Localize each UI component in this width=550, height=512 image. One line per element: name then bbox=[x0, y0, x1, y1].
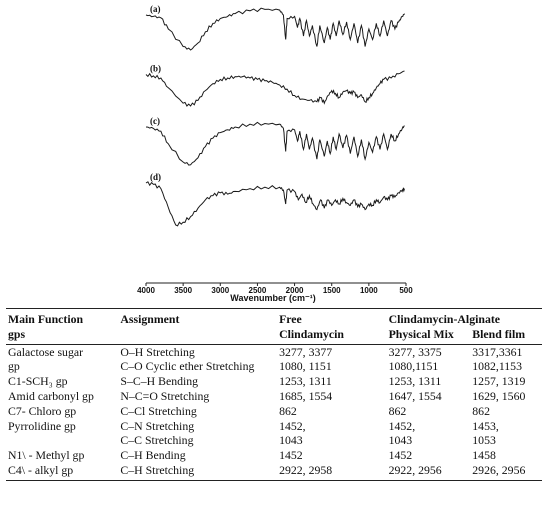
cell-function-group: Amid carbonyl gp bbox=[8, 388, 94, 403]
table-row: Amid carbonyl gp N–C=O Stretching 1685, 15… bbox=[6, 389, 542, 404]
spectrum-label: (d) bbox=[150, 172, 161, 182]
x-tick-label: 500 bbox=[399, 286, 413, 295]
cell-free-clindamycin: 862 bbox=[279, 403, 297, 418]
cell-function-group: C1-SCH₃ gp bbox=[8, 374, 68, 389]
cell-function-group: Pyrrolidine gp bbox=[8, 418, 76, 433]
spectrum-label: (b) bbox=[150, 64, 161, 74]
cell-physical-mix: 1253, 1311 bbox=[388, 374, 442, 389]
cell-free-clindamycin: 1043 bbox=[279, 433, 303, 448]
header-blank bbox=[118, 326, 278, 345]
cell-function-group bbox=[6, 433, 118, 448]
cell-function-group: N1\ - Methyl gp bbox=[8, 448, 85, 463]
cell-physical-mix: 1080,1151 bbox=[388, 359, 439, 374]
cell-blend-film: 1458 bbox=[472, 448, 496, 463]
x-ticks: 4000 3500 3000 2500 2000 1500 1000 500 bbox=[137, 283, 413, 295]
x-tick-label: 3000 bbox=[211, 286, 229, 295]
cell-physical-mix: 1452, bbox=[388, 418, 416, 433]
cell-physical-mix: 1452 bbox=[388, 448, 413, 463]
cell-blend-film: 1257, 1319 bbox=[472, 374, 526, 389]
table-row: C7- Chloro gp C–Cl Stretching 862 862 862 bbox=[6, 404, 542, 419]
cell-blend-film: 1629, 1560 bbox=[472, 388, 526, 403]
cell-assignment: O–H Stretching bbox=[120, 344, 195, 359]
cell-free-clindamycin: 1452, bbox=[279, 418, 306, 433]
x-tick-label: 1000 bbox=[360, 286, 378, 295]
cell-assignment: C–Cl Stretching bbox=[120, 403, 197, 418]
header-blend-film: Blend film bbox=[470, 326, 542, 345]
spectrum-label: (c) bbox=[150, 116, 160, 126]
cell-assignment: C–O Cyclic ether Stretching bbox=[120, 359, 255, 374]
spectrum-line-1 bbox=[145, 7, 405, 51]
table-row: N1\ - Methyl gp C–H Bending 1452 1452 1458 bbox=[6, 448, 542, 463]
spectrum-labels: (a) (b) (c) (d) bbox=[150, 4, 161, 182]
cell-physical-mix: 1043 bbox=[388, 433, 413, 448]
cell-blend-film: 1082,1153 bbox=[472, 359, 522, 374]
x-axis-label: Wavenumber (cm⁻¹) bbox=[230, 293, 315, 303]
cell-assignment: C–H Bending bbox=[120, 448, 186, 463]
x-tick-label: 2500 bbox=[249, 286, 267, 295]
header-free: Free bbox=[277, 307, 387, 327]
spectrum-label: (a) bbox=[150, 4, 161, 14]
cell-free-clindamycin: 2922, 2958 bbox=[277, 462, 387, 481]
table-row: C–C Stretching 1043 1043 1053 bbox=[6, 433, 542, 448]
x-tick-label: 1500 bbox=[323, 286, 341, 295]
cell-function-group: C7- Chloro gp bbox=[8, 403, 77, 418]
cell-function-group: C4\ - alkyl gp bbox=[6, 462, 119, 481]
header-physical-mix: Physical Mix bbox=[386, 326, 471, 345]
spectrum-line-4 bbox=[145, 181, 405, 227]
cell-blend-film: 1453, bbox=[472, 418, 499, 433]
header-clindamycin-alginate: Clindamycin-Alginate bbox=[386, 307, 542, 327]
cell-blend-film: 1053 bbox=[472, 433, 496, 448]
ftir-figure: (a) (b) (c) (d) 4000 3500 3000 2500 2000 1500 100… bbox=[137, 4, 413, 303]
spectrum-line-2 bbox=[145, 70, 405, 107]
cell-assignment: C–C Stretching bbox=[120, 433, 194, 448]
table-subheader-row: gps Clindamycin Physical Mix Blend film bbox=[6, 326, 542, 345]
cell-assignment: N–C=O Stretching bbox=[120, 388, 210, 403]
cell-physical-mix: 862 bbox=[388, 403, 407, 418]
table-row: Pyrrolidine gp C–N Stretching 1452, 1452, 14… bbox=[6, 419, 542, 434]
cell-blend-film: 862 bbox=[472, 403, 490, 418]
table-row: C4\ - alkyl gp C–H Stretching 2922, 2958 29… bbox=[6, 462, 542, 481]
ftir-assignment-table: Main Function Assignment Free Clindamyci… bbox=[6, 307, 542, 481]
cell-free-clindamycin: 1685, 1554 bbox=[279, 388, 333, 403]
header-main-function: Main Function bbox=[6, 307, 119, 327]
cell-free-clindamycin: 3277, 3377 bbox=[279, 344, 333, 359]
cell-blend-film: 2926, 2956 bbox=[470, 462, 542, 481]
table-row: gp C–O Cyclic ether Stretching 1080, 1151 1… bbox=[6, 359, 542, 374]
ftir-spectra-chart: (a) (b) (c) (d) 4000 3500 3000 2500 2000 1500 100… bbox=[137, 4, 413, 303]
cell-function-group: Galactose sugar bbox=[8, 344, 84, 359]
spectrum-line-3 bbox=[145, 121, 405, 166]
x-tick-label: 2000 bbox=[286, 286, 304, 295]
cell-free-clindamycin: 1080, 1151 bbox=[279, 359, 332, 374]
cell-assignment: C–N Stretching bbox=[120, 418, 195, 433]
cell-free-clindamycin: 1253, 1311 bbox=[279, 374, 332, 389]
cell-blend-film: 3317,3361 bbox=[472, 344, 523, 359]
cell-physical-mix: 2922, 2956 bbox=[386, 462, 471, 481]
cell-physical-mix: 3277, 3375 bbox=[388, 344, 442, 359]
table-body: Galactose sugar O–H Stretching 3277, 3377 3… bbox=[6, 344, 542, 481]
cell-physical-mix: 1647, 1554 bbox=[388, 388, 442, 403]
x-tick-label: 4000 bbox=[137, 286, 155, 295]
table-row: C1-SCH₃ gp S–C–H Bending 1253, 1311 1253, 1… bbox=[6, 374, 542, 389]
series-layer bbox=[145, 7, 405, 227]
cell-assignment: C–H Stretching bbox=[118, 462, 278, 481]
x-tick-label: 3500 bbox=[174, 286, 192, 295]
cell-function-group: gp bbox=[8, 359, 20, 374]
header-assignment: Assignment bbox=[118, 307, 278, 327]
header-gps: gps bbox=[6, 326, 119, 345]
cell-assignment: S–C–H Bending bbox=[120, 374, 199, 389]
cell-free-clindamycin: 1452 bbox=[279, 448, 303, 463]
table-row: Galactose sugar O–H Stretching 3277, 3377 3… bbox=[6, 344, 542, 359]
table-header-row: Main Function Assignment Free Clindamyci… bbox=[6, 307, 542, 327]
header-clindamycin: Clindamycin bbox=[277, 326, 387, 345]
